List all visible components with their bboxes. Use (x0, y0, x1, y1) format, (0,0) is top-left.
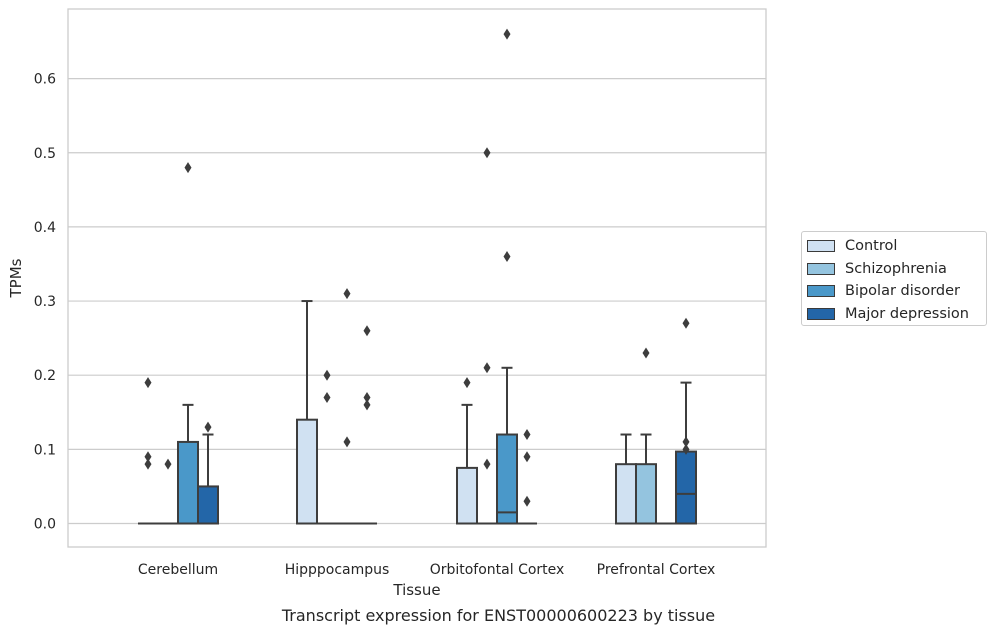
outlier-point (363, 399, 371, 411)
legend-swatch (807, 307, 835, 320)
y-tick-label: 0.5 (34, 146, 56, 162)
box (675, 450, 697, 525)
y-tick-label: 0.2 (34, 368, 56, 384)
outlier-point (144, 377, 152, 389)
x-tick-label: Orbitofontal Cortex (430, 562, 565, 578)
x-tick-label: Cerebellum (138, 562, 218, 578)
outlier-point (363, 325, 371, 337)
box (197, 485, 219, 525)
legend-label: Bipolar disorder (845, 283, 960, 300)
outlier-point (483, 147, 491, 159)
gridlines (68, 77, 766, 525)
box-group (615, 433, 637, 525)
legend-item: Bipolar disorder (807, 280, 986, 303)
y-axis-label: TPMs (7, 258, 25, 298)
box-group (197, 421, 219, 525)
legend-label: Control (845, 238, 898, 255)
outlier-point (184, 162, 192, 174)
x-tick-labels: Cerebellum Hipppocampus Orbitofontal Corte… (138, 562, 715, 578)
outlier-point (523, 495, 531, 507)
outlier-point (682, 317, 690, 329)
outlier-point (682, 436, 690, 448)
outlier-point (463, 377, 471, 389)
box-group (296, 300, 318, 525)
boxes (138, 28, 697, 525)
box-group (357, 325, 377, 525)
outlier-point (343, 288, 351, 300)
outlier-point (323, 391, 331, 403)
x-tick-label: Prefrontal Cortex (597, 562, 716, 578)
box-group (477, 147, 497, 525)
legend-item: Control (807, 235, 986, 258)
box-group (317, 369, 337, 525)
legend-item: Schizophrenia (807, 258, 986, 281)
plot-frame (67, 8, 767, 548)
outlier-point (523, 451, 531, 463)
box-group (456, 377, 478, 525)
box (496, 433, 518, 525)
y-tick-label: 0.6 (34, 72, 56, 88)
outlier-point (343, 436, 351, 448)
legend-label: Major depression (845, 305, 969, 322)
outlier-point (483, 362, 491, 374)
outlier-point (323, 369, 331, 381)
outlier-point (204, 421, 212, 433)
outlier-point (363, 391, 371, 403)
legend-label: Schizophrenia (845, 260, 947, 277)
y-tick-labels: 0.0 0.1 0.2 0.3 0.4 0.5 0.6 (34, 72, 56, 533)
y-tick-label: 0.1 (34, 442, 56, 458)
outlier-point (642, 347, 650, 359)
box (177, 440, 199, 525)
box-group (158, 458, 178, 525)
box (296, 418, 318, 525)
legend: Control Schizophrenia Bipolar disorder Majo… (801, 231, 987, 326)
outlier-point (144, 451, 152, 463)
outlier-point (523, 429, 531, 441)
box (456, 466, 478, 525)
x-tick-label: Hipppocampus (285, 562, 390, 578)
outlier-point (503, 251, 511, 263)
box (635, 463, 657, 525)
box-group (177, 162, 199, 525)
outlier-point (503, 28, 511, 40)
legend-item: Major depression (807, 303, 986, 326)
x-axis-label: Tissue (392, 581, 440, 599)
outlier-point (144, 458, 152, 470)
box-group (496, 28, 518, 525)
outlier-point (483, 458, 491, 470)
outlier-point (164, 458, 172, 470)
y-tick-label: 0.0 (34, 517, 56, 533)
y-tick-label: 0.3 (34, 294, 56, 310)
y-tick-label: 0.4 (34, 220, 56, 236)
legend-swatch (807, 285, 835, 298)
outlier-point (682, 443, 690, 455)
box-group (675, 317, 697, 525)
box-group (635, 347, 657, 525)
box-group (517, 429, 537, 525)
box (615, 463, 637, 525)
legend-swatch (807, 262, 835, 275)
legend-swatch (807, 240, 835, 253)
box-group (337, 288, 357, 525)
box-group (138, 377, 158, 525)
figure-caption: Transcript expression for ENST0000060022… (281, 606, 716, 625)
